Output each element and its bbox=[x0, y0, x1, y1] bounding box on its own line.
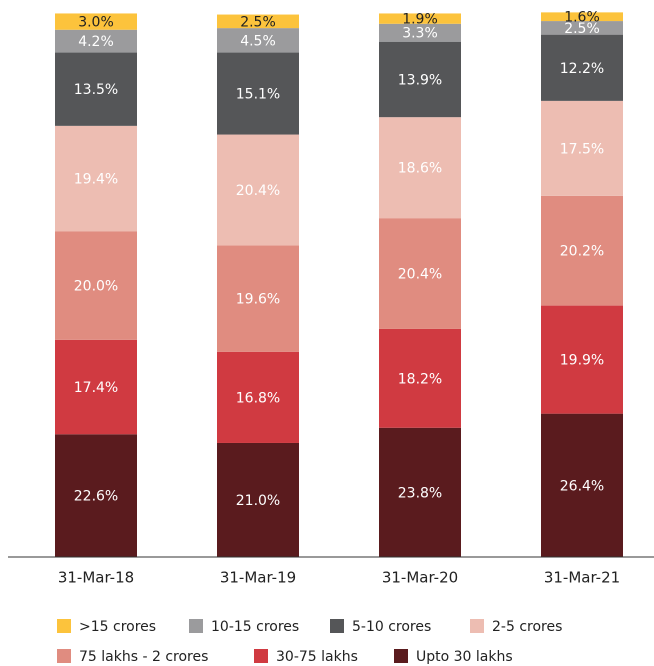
data-label: 4.5% bbox=[240, 33, 276, 49]
bar-segment bbox=[217, 52, 299, 135]
bar-segment bbox=[379, 427, 461, 557]
bar-segment bbox=[217, 14, 299, 29]
data-label: 18.2% bbox=[398, 371, 442, 387]
data-label: 2.5% bbox=[240, 14, 276, 30]
bar-segment bbox=[379, 23, 461, 42]
bar-segment bbox=[541, 195, 623, 306]
legend-label: 30-75 lakhs bbox=[276, 649, 358, 665]
legend-swatch bbox=[189, 619, 203, 633]
bar-segment bbox=[55, 125, 137, 232]
legend-label: 5-10 crores bbox=[352, 619, 431, 635]
legend-swatch bbox=[330, 619, 344, 633]
data-label: 22.6% bbox=[74, 489, 118, 505]
bar-segment bbox=[55, 13, 137, 30]
data-label: 17.4% bbox=[74, 380, 118, 396]
legend-swatch bbox=[394, 649, 408, 663]
legend-label: >15 crores bbox=[79, 619, 156, 635]
bar-segment bbox=[379, 218, 461, 329]
data-label: 1.6% bbox=[564, 10, 600, 26]
x-tick-label: 31-Mar-18 bbox=[58, 569, 134, 587]
data-label: 20.4% bbox=[236, 183, 280, 199]
bar-segment bbox=[541, 305, 623, 414]
bar-segment bbox=[55, 434, 137, 557]
data-label: 15.1% bbox=[236, 87, 280, 103]
legend-label: 75 lakhs - 2 crores bbox=[79, 649, 208, 665]
data-label: 12.2% bbox=[560, 61, 604, 77]
bar-segment bbox=[541, 34, 623, 101]
data-label: 1.9% bbox=[402, 12, 438, 28]
bar-segment bbox=[379, 41, 461, 118]
data-label: 20.4% bbox=[398, 267, 442, 283]
legend-label: Upto 30 lakhs bbox=[416, 649, 513, 665]
bar-segment bbox=[217, 351, 299, 443]
data-label: 18.6% bbox=[398, 161, 442, 177]
bar-segment bbox=[379, 328, 461, 428]
data-label: 3.0% bbox=[78, 15, 114, 31]
legend-swatch bbox=[57, 649, 71, 663]
data-label: 20.0% bbox=[74, 279, 118, 295]
data-label: 19.9% bbox=[560, 353, 604, 369]
data-label: 26.4% bbox=[560, 478, 604, 494]
bar-segment bbox=[541, 413, 623, 557]
legend-swatch bbox=[470, 619, 484, 633]
legend-swatch bbox=[57, 619, 71, 633]
data-label: 4.2% bbox=[78, 34, 114, 50]
bar-segment bbox=[541, 12, 623, 22]
legend-label: 10-15 crores bbox=[211, 619, 299, 635]
x-tick-label: 31-Mar-20 bbox=[382, 569, 458, 587]
data-label: 19.4% bbox=[74, 172, 118, 188]
x-tick-label: 31-Mar-19 bbox=[220, 569, 296, 587]
bar-segment bbox=[379, 117, 461, 219]
data-label: 23.8% bbox=[398, 485, 442, 501]
data-label: 16.8% bbox=[236, 390, 280, 406]
bar-segment bbox=[379, 13, 461, 24]
data-label: 21.0% bbox=[236, 493, 280, 509]
bar-segment bbox=[217, 134, 299, 246]
data-label: 3.3% bbox=[402, 26, 438, 42]
bar-segment bbox=[217, 442, 299, 557]
bar-segment bbox=[541, 100, 623, 196]
legend-label: 2-5 crores bbox=[492, 619, 562, 635]
bar-segment bbox=[217, 28, 299, 53]
data-label: 17.5% bbox=[560, 141, 604, 157]
data-label: 20.2% bbox=[560, 244, 604, 260]
bar-segment bbox=[541, 21, 623, 35]
bar-segment bbox=[217, 245, 299, 352]
bar-segment bbox=[55, 52, 137, 126]
x-tick-label: 31-Mar-21 bbox=[544, 569, 620, 587]
bar-segment bbox=[55, 339, 137, 435]
data-label: 19.6% bbox=[236, 292, 280, 308]
legend-swatch bbox=[254, 649, 268, 663]
data-label: 13.5% bbox=[74, 82, 118, 98]
data-label: 2.5% bbox=[564, 21, 600, 37]
bar-segment bbox=[55, 29, 137, 53]
bar-segment bbox=[55, 231, 137, 340]
data-label: 13.9% bbox=[398, 72, 442, 88]
